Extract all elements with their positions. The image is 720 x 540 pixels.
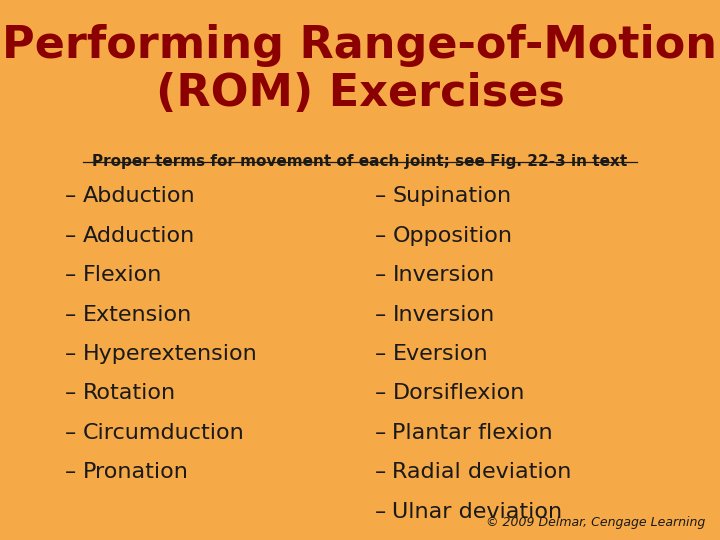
Text: Radial deviation: Radial deviation: [392, 462, 572, 482]
Text: Flexion: Flexion: [83, 265, 162, 285]
Text: Ulnar deviation: Ulnar deviation: [392, 502, 562, 522]
Text: –: –: [374, 226, 386, 246]
Text: –: –: [374, 265, 386, 285]
Text: –: –: [374, 423, 386, 443]
Text: –: –: [374, 305, 386, 325]
Text: –: –: [374, 383, 386, 403]
Text: Extension: Extension: [83, 305, 192, 325]
Text: Adduction: Adduction: [83, 226, 195, 246]
Text: Hyperextension: Hyperextension: [83, 344, 258, 364]
Text: –: –: [65, 265, 76, 285]
Text: –: –: [374, 344, 386, 364]
Text: –: –: [374, 502, 386, 522]
Text: –: –: [65, 186, 76, 206]
Text: –: –: [65, 305, 76, 325]
Text: –: –: [65, 383, 76, 403]
Text: Supination: Supination: [392, 186, 511, 206]
Text: –: –: [65, 344, 76, 364]
Text: Dorsiflexion: Dorsiflexion: [392, 383, 525, 403]
Text: Inversion: Inversion: [392, 265, 495, 285]
Text: Inversion: Inversion: [392, 305, 495, 325]
Text: Performing Range-of-Motion
(ROM) Exercises: Performing Range-of-Motion (ROM) Exercis…: [2, 24, 718, 116]
Text: –: –: [65, 462, 76, 482]
Text: Proper terms for movement of each joint; see Fig. 22-3 in text: Proper terms for movement of each joint;…: [92, 154, 628, 169]
Text: –: –: [65, 226, 76, 246]
Text: –: –: [65, 423, 76, 443]
Text: Opposition: Opposition: [392, 226, 513, 246]
Text: Abduction: Abduction: [83, 186, 195, 206]
Text: © 2009 Delmar, Cengage Learning: © 2009 Delmar, Cengage Learning: [486, 516, 706, 529]
Text: Pronation: Pronation: [83, 462, 189, 482]
Text: –: –: [374, 462, 386, 482]
Text: –: –: [374, 186, 386, 206]
Text: Eversion: Eversion: [392, 344, 488, 364]
Text: Rotation: Rotation: [83, 383, 176, 403]
Text: Circumduction: Circumduction: [83, 423, 245, 443]
Text: Plantar flexion: Plantar flexion: [392, 423, 553, 443]
